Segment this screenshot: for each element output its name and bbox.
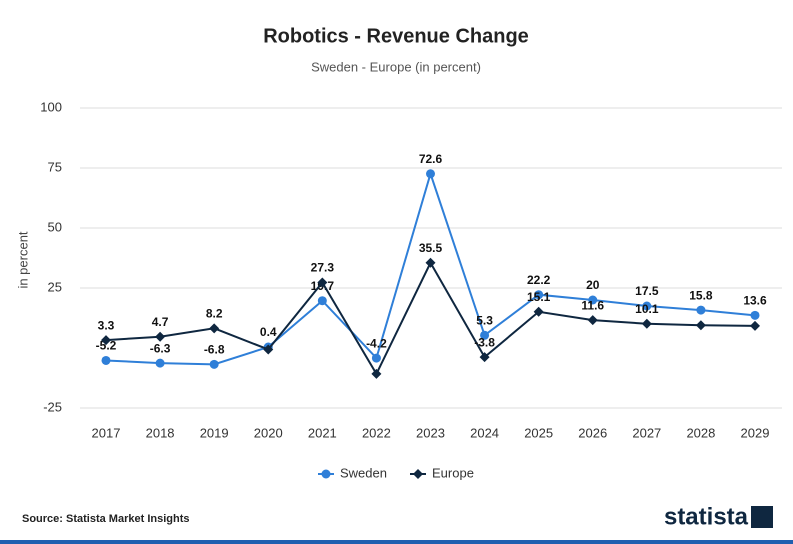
- legend-marker: [413, 469, 423, 479]
- source: Source: Statista Market Insights: [22, 513, 190, 525]
- point: [155, 331, 166, 342]
- data-label: 5.3: [476, 313, 493, 327]
- x-tick-label: 2026: [578, 425, 607, 440]
- point: [209, 323, 220, 334]
- legend-label: Europe: [432, 465, 474, 480]
- data-label: 8.2: [206, 306, 223, 320]
- x-tick-label: 2024: [470, 425, 499, 440]
- data-label: 17.5: [635, 284, 659, 298]
- y-tick-label: 75: [48, 159, 62, 174]
- data-label: 35.5: [419, 241, 443, 255]
- point: [426, 169, 435, 179]
- y-tick-label: -25: [43, 399, 62, 414]
- chart-subtitle: Sweden - Europe (in percent): [311, 59, 481, 74]
- point: [588, 295, 598, 305]
- point: [425, 257, 436, 268]
- data-label: 22.2: [527, 273, 551, 287]
- point: [642, 301, 652, 311]
- data-label: 11.6: [581, 298, 604, 312]
- data-label: 4.7: [152, 315, 169, 329]
- chart-title: Robotics - Revenue Change: [263, 25, 529, 47]
- legend-marker: [321, 469, 331, 479]
- bottom-bar: [0, 540, 793, 544]
- data-label: -6.3: [150, 341, 171, 355]
- point: [155, 358, 165, 368]
- point: [371, 368, 382, 379]
- x-tick-label: 2021: [308, 425, 337, 440]
- series-line: [105, 170, 756, 366]
- x-tick-label: 2025: [524, 425, 553, 440]
- x-tick-label: 2028: [686, 425, 715, 440]
- x-tick-label: 2020: [254, 425, 283, 440]
- x-tick-label: 2022: [362, 425, 391, 440]
- y-tick-label: 25: [48, 279, 62, 294]
- point: [101, 335, 111, 346]
- point: [750, 320, 760, 331]
- data-label: 0.4: [260, 325, 277, 339]
- data-label: -6.8: [204, 342, 225, 356]
- x-tick-label: 2017: [92, 425, 121, 440]
- point: [534, 290, 544, 300]
- data-label: 15.1: [527, 290, 551, 304]
- x-tick-label: 2029: [741, 425, 770, 440]
- brand-logo: statista: [664, 503, 749, 530]
- point: [533, 306, 544, 317]
- data-label: 72.6: [419, 152, 443, 166]
- y-axis-label: in percent: [15, 231, 30, 288]
- point: [263, 344, 274, 355]
- point: [317, 277, 328, 288]
- point: [371, 353, 381, 363]
- point: [480, 330, 490, 340]
- data-label: -5.2: [96, 339, 117, 353]
- data-label: 3.3: [98, 318, 115, 332]
- data-label: -3.8: [474, 335, 495, 349]
- point: [587, 315, 598, 326]
- legend-label: Sweden: [340, 465, 387, 480]
- data-label: 20: [586, 278, 600, 292]
- series-line: [105, 260, 756, 377]
- point: [696, 305, 706, 315]
- y-tick-label: 100: [40, 99, 62, 114]
- point: [101, 355, 111, 365]
- x-tick-label: 2023: [416, 425, 445, 440]
- data-label: 10.1: [635, 302, 659, 316]
- data-label: 27.3: [311, 261, 335, 275]
- brand-icon: [751, 506, 773, 528]
- x-tick-label: 2018: [146, 425, 175, 440]
- data-label: -4.2: [366, 336, 387, 350]
- data-label: 13.6: [743, 294, 767, 308]
- x-tick-label: 2027: [632, 425, 661, 440]
- point: [641, 318, 652, 329]
- point: [317, 296, 327, 306]
- point: [479, 352, 490, 363]
- x-tick-label: 2019: [200, 425, 229, 440]
- y-tick-label: 50: [48, 219, 62, 234]
- data-label: 15.8: [689, 288, 713, 302]
- point: [750, 310, 760, 320]
- point: [209, 359, 219, 369]
- point: [695, 320, 706, 331]
